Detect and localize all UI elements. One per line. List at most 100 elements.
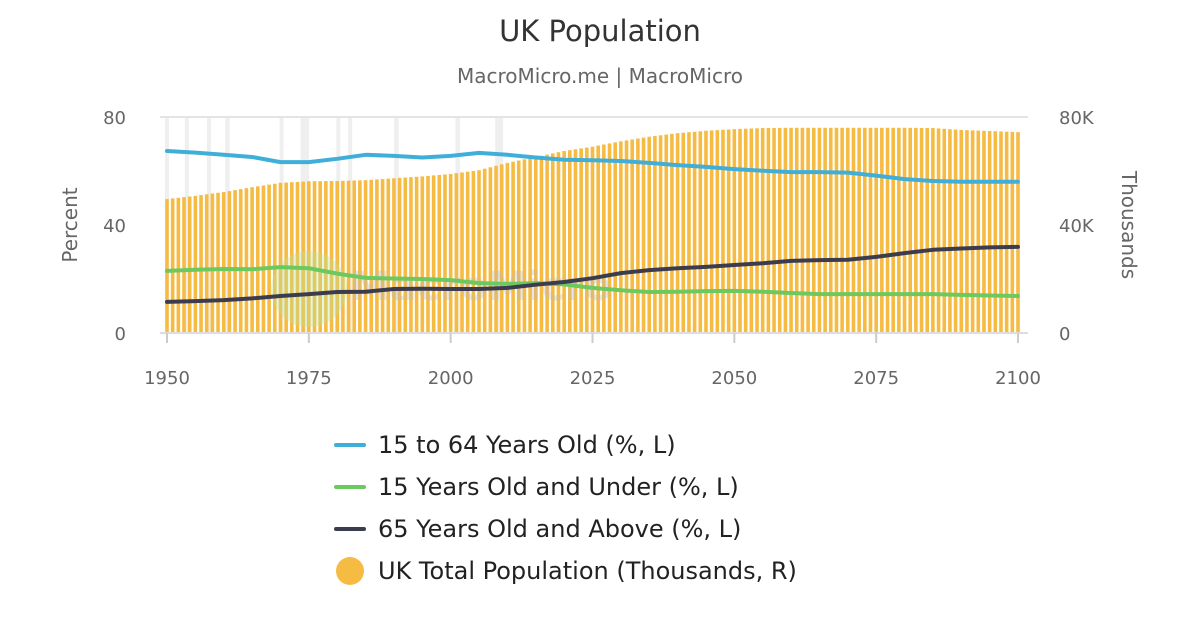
population-bar [210,193,215,333]
population-bar [204,194,209,333]
population-bar [397,177,402,333]
population-bar [607,143,612,333]
population-bar [375,179,379,333]
population-bar [233,190,237,333]
population-bar [1010,131,1015,333]
population-bar [828,127,833,333]
x-tick-label: 2025 [570,368,616,389]
population-bar [766,128,771,333]
population-bar [936,128,941,333]
population-bar [528,158,532,333]
legend-swatch [334,485,366,489]
population-bar [772,127,776,333]
population-bar [568,150,572,333]
population-bar [800,127,805,333]
population-bar [182,197,186,333]
population-bar [942,128,947,333]
population-bar [692,131,697,333]
population-bar [272,183,277,333]
population-bar [380,179,385,333]
population-bar [426,175,430,333]
population-bar [335,180,339,333]
population-bar [227,191,232,333]
series-line [165,265,1020,298]
population-bar [369,179,374,333]
population-bar [653,136,657,333]
legend-swatch [334,443,366,447]
population-bar [550,153,555,333]
population-bar [681,132,686,333]
population-bar [187,196,192,333]
population-bar [783,127,788,333]
legend-item-under-15[interactable]: 15 Years Old and Under (%, L) [334,466,797,508]
population-bar [199,195,203,333]
x-tick-label: 2100 [995,368,1041,389]
population-bar [255,186,260,333]
population-bar [165,199,169,333]
population-bar [919,127,924,333]
y-ticks: 0 40 80 0 40K 80K [103,108,1095,345]
population-bar [221,192,226,333]
population-bar [993,131,998,333]
population-bar [704,130,708,333]
population-bar [777,127,782,334]
population-bar [341,180,345,333]
population-bar [267,184,271,333]
population-bar [324,181,328,333]
shaded-period [206,117,211,333]
population-bar [925,128,930,333]
population-bar [863,127,867,333]
population-bar [602,144,606,333]
population-bar [392,178,396,333]
x-tick-label: 2000 [428,368,474,389]
x-ticks: 1950 1975 2000 2025 2050 2075 2100 [144,333,1041,389]
population-bar [465,171,470,333]
legend-item-15-64[interactable]: 15 to 64 Years Old (%, L) [334,424,797,466]
population-bar [619,141,623,333]
population-bar [545,154,549,333]
population-bar [738,128,742,333]
population-bar [409,177,413,333]
population-bar [590,146,595,333]
right-y-tick-label: 40K [1059,216,1095,237]
population-bar [846,127,850,333]
population-bar [278,182,283,333]
shaded-period [184,117,189,333]
population-bar [874,127,878,333]
population-bar [358,180,362,333]
population-bar [726,129,731,333]
legend-item-65-plus[interactable]: 65 Years Old and Above (%, L) [334,508,797,550]
population-bar [840,127,844,333]
population-bar [721,129,725,333]
population-bar [352,180,357,333]
population-bar [868,127,873,333]
population-bar [596,145,600,333]
population-bar [914,127,918,334]
population-bar [431,175,436,333]
population-bar [443,174,447,333]
legend-item-total-population[interactable]: UK Total Population (Thousands, R) [334,550,797,592]
population-bar [522,159,527,333]
population-bar [454,173,459,333]
population-bar [664,134,669,333]
population-bar [987,131,992,333]
population-bar [437,174,442,333]
population-bar [806,127,810,333]
population-bar [511,161,515,333]
population-bar [641,137,646,333]
left-y-tick-label: 0 [115,324,126,345]
shaded-period [495,117,504,333]
population-bar [176,197,181,333]
x-tick-label: 1950 [144,368,190,389]
population-bar [290,182,294,333]
population-bar [244,188,249,333]
population-bar [857,127,861,333]
chart-canvas: MacroMicro 1950 1975 2000 2025 2050 2075 2100 … [58,108,1141,389]
population-bar [579,148,583,333]
population-bar [851,127,856,333]
population-bar [193,195,198,333]
population-bar [732,129,737,333]
population-bar [471,170,476,333]
population-bar [539,155,544,333]
population-bar [573,149,578,333]
